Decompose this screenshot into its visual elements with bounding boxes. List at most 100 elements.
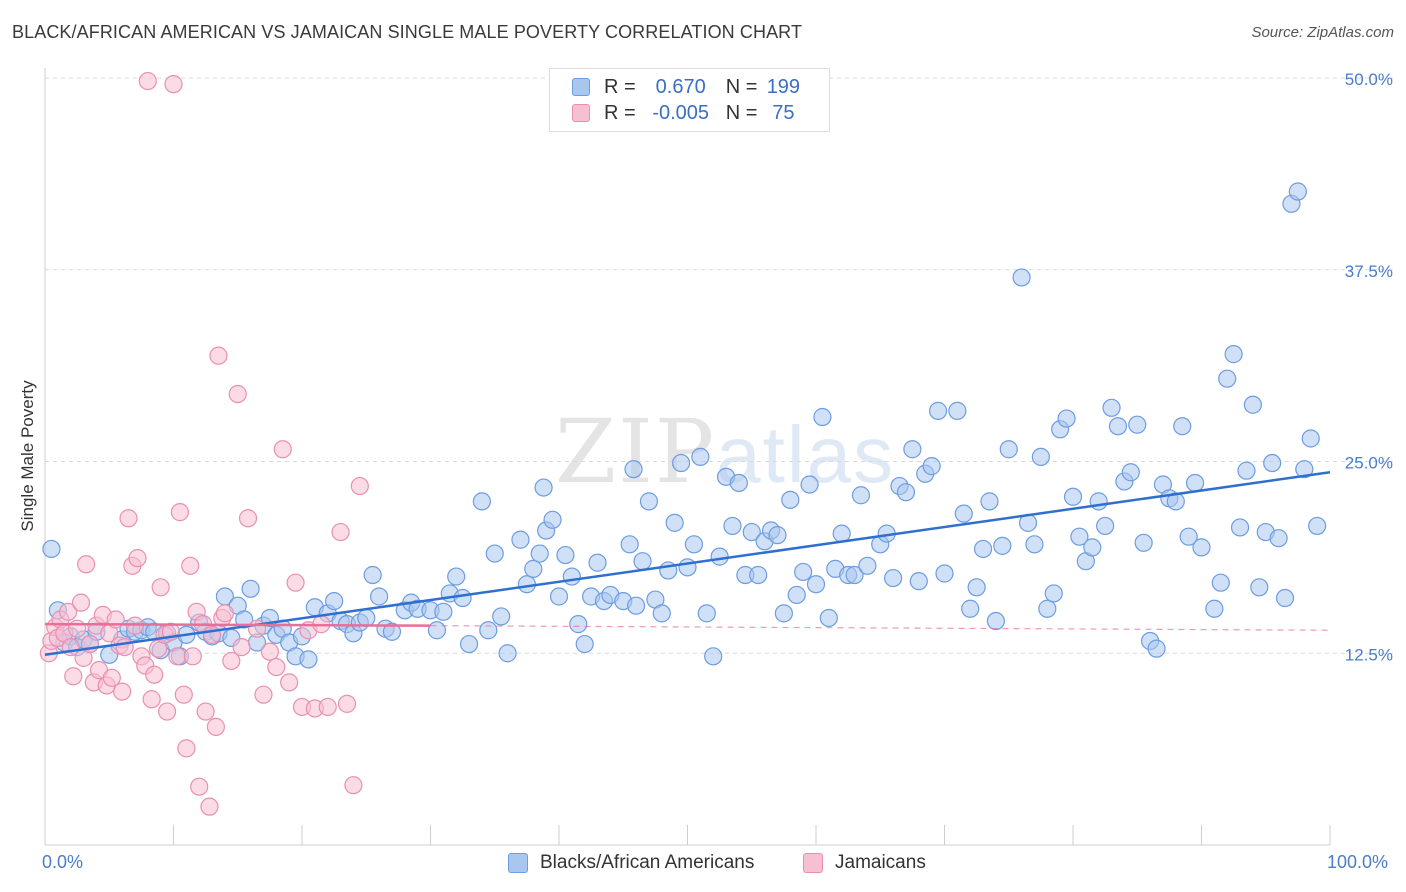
legend-r-value: -0.005 <box>652 101 710 124</box>
data-point-blacks <box>1243 395 1263 414</box>
data-point-blacks <box>325 591 344 611</box>
y-tick-label: 12.5% <box>1345 645 1393 664</box>
data-point-blacks <box>498 644 517 663</box>
data-point-jamaicans <box>68 619 87 638</box>
legend-r-value: 0.670 <box>655 75 706 98</box>
data-point-blacks <box>485 544 504 563</box>
data-point-blacks <box>742 522 761 542</box>
bottom-legend-swatch-jamaicans <box>803 853 823 873</box>
data-point-blacks <box>845 565 864 585</box>
legend-n-label: N = <box>725 101 758 124</box>
data-point-blacks <box>986 611 1006 631</box>
data-point-jamaicans <box>145 665 164 684</box>
data-point-jamaicans <box>280 673 299 692</box>
data-point-blacks <box>1044 584 1063 603</box>
data-point-blacks <box>1308 516 1327 536</box>
data-point-blacks <box>459 634 479 654</box>
legend-row-jamaicans: R = -0.005 N = 75 <box>572 101 809 125</box>
data-point-jamaicans <box>142 690 161 709</box>
data-point-jamaicans <box>206 717 226 736</box>
y-tick-label: 50.0% <box>1345 70 1393 89</box>
data-point-blacks <box>1121 463 1140 482</box>
data-point-blacks <box>684 535 704 554</box>
data-point-blacks <box>678 558 697 577</box>
data-point-blacks <box>626 596 646 615</box>
legend-n-label: N = <box>725 75 758 98</box>
data-point-blacks <box>768 526 787 545</box>
bottom-legend-swatch-blacks <box>508 853 528 873</box>
data-point-blacks <box>819 608 838 628</box>
data-point-blacks <box>813 407 832 427</box>
data-point-blacks <box>800 475 819 494</box>
data-point-jamaicans <box>260 642 279 661</box>
data-point-jamaicans <box>128 549 147 568</box>
legend-n-value: 75 <box>772 101 795 124</box>
data-point-blacks <box>1173 417 1192 436</box>
data-point-blacks <box>883 568 903 588</box>
data-point-jamaicans <box>209 346 228 365</box>
data-point-blacks <box>524 559 543 578</box>
data-point-blacks <box>639 492 659 511</box>
data-point-jamaicans <box>331 522 350 542</box>
trendline-jamaicans-extension <box>430 625 1331 631</box>
data-point-blacks <box>1275 588 1295 608</box>
data-point-jamaicans <box>59 602 78 621</box>
data-point-jamaicans <box>174 685 193 704</box>
data-point-blacks <box>896 483 916 502</box>
data-point-blacks <box>562 567 581 586</box>
data-point-blacks <box>534 478 553 497</box>
data-point-blacks <box>1038 599 1057 618</box>
data-point-blacks <box>453 588 472 608</box>
data-point-blacks <box>794 562 813 582</box>
data-point-jamaicans <box>170 503 190 522</box>
bottom-legend-jamaicans: Jamaicans <box>803 850 926 876</box>
data-point-blacks <box>569 615 588 634</box>
bottom-legend-label-jamaicans: Jamaicans <box>835 852 926 873</box>
data-point-blacks <box>858 556 877 575</box>
data-point-jamaicans <box>71 593 91 612</box>
data-point-blacks <box>1295 460 1314 479</box>
source-label: Source: ZipAtlas.com <box>1251 24 1394 41</box>
data-point-jamaicans <box>196 702 215 721</box>
data-point-blacks <box>556 545 575 565</box>
y-tick-label: 37.5% <box>1345 262 1393 281</box>
data-point-jamaicans <box>77 555 96 574</box>
legend-r-label: R = <box>604 101 636 124</box>
data-point-blacks <box>993 536 1012 555</box>
legend-n-value: 199 <box>766 75 801 98</box>
stats-legend: R = 0.670 N = 199 R = -0.005 N = 75 <box>549 68 830 132</box>
data-point-blacks <box>382 622 402 641</box>
data-point-blacks <box>691 447 710 466</box>
data-point-blacks <box>620 535 639 554</box>
data-point-blacks <box>935 564 954 583</box>
legend-swatch-blacks <box>572 78 590 96</box>
data-point-jamaicans <box>238 509 258 528</box>
data-point-blacks <box>1063 487 1083 506</box>
data-point-blacks <box>1269 529 1288 548</box>
data-point-blacks <box>1205 599 1224 618</box>
data-point-jamaicans <box>267 657 286 677</box>
data-point-jamaicans <box>200 797 219 816</box>
trendline-jamaicans <box>44 622 431 627</box>
data-point-jamaicans <box>254 685 273 704</box>
data-point-jamaicans <box>119 509 138 528</box>
data-point-blacks <box>710 547 729 566</box>
data-point-blacks <box>909 572 928 591</box>
data-point-blacks <box>1134 533 1153 552</box>
data-point-jamaicans <box>344 776 363 795</box>
data-point-jamaicans <box>164 75 183 94</box>
data-point-jamaicans <box>202 625 222 644</box>
data-point-blacks <box>697 604 716 623</box>
data-point-blacks <box>749 565 768 585</box>
data-point-jamaicans <box>232 638 251 657</box>
data-point-jamaicans <box>228 384 247 404</box>
data-point-blacks <box>729 473 749 493</box>
data-point-blacks <box>851 486 871 505</box>
data-point-blacks <box>1012 268 1031 287</box>
data-point-jamaicans <box>222 651 241 671</box>
data-point-blacks <box>1147 639 1166 658</box>
data-point-blacks <box>704 647 723 666</box>
data-point-blacks <box>357 608 376 628</box>
data-point-blacks <box>530 544 549 563</box>
